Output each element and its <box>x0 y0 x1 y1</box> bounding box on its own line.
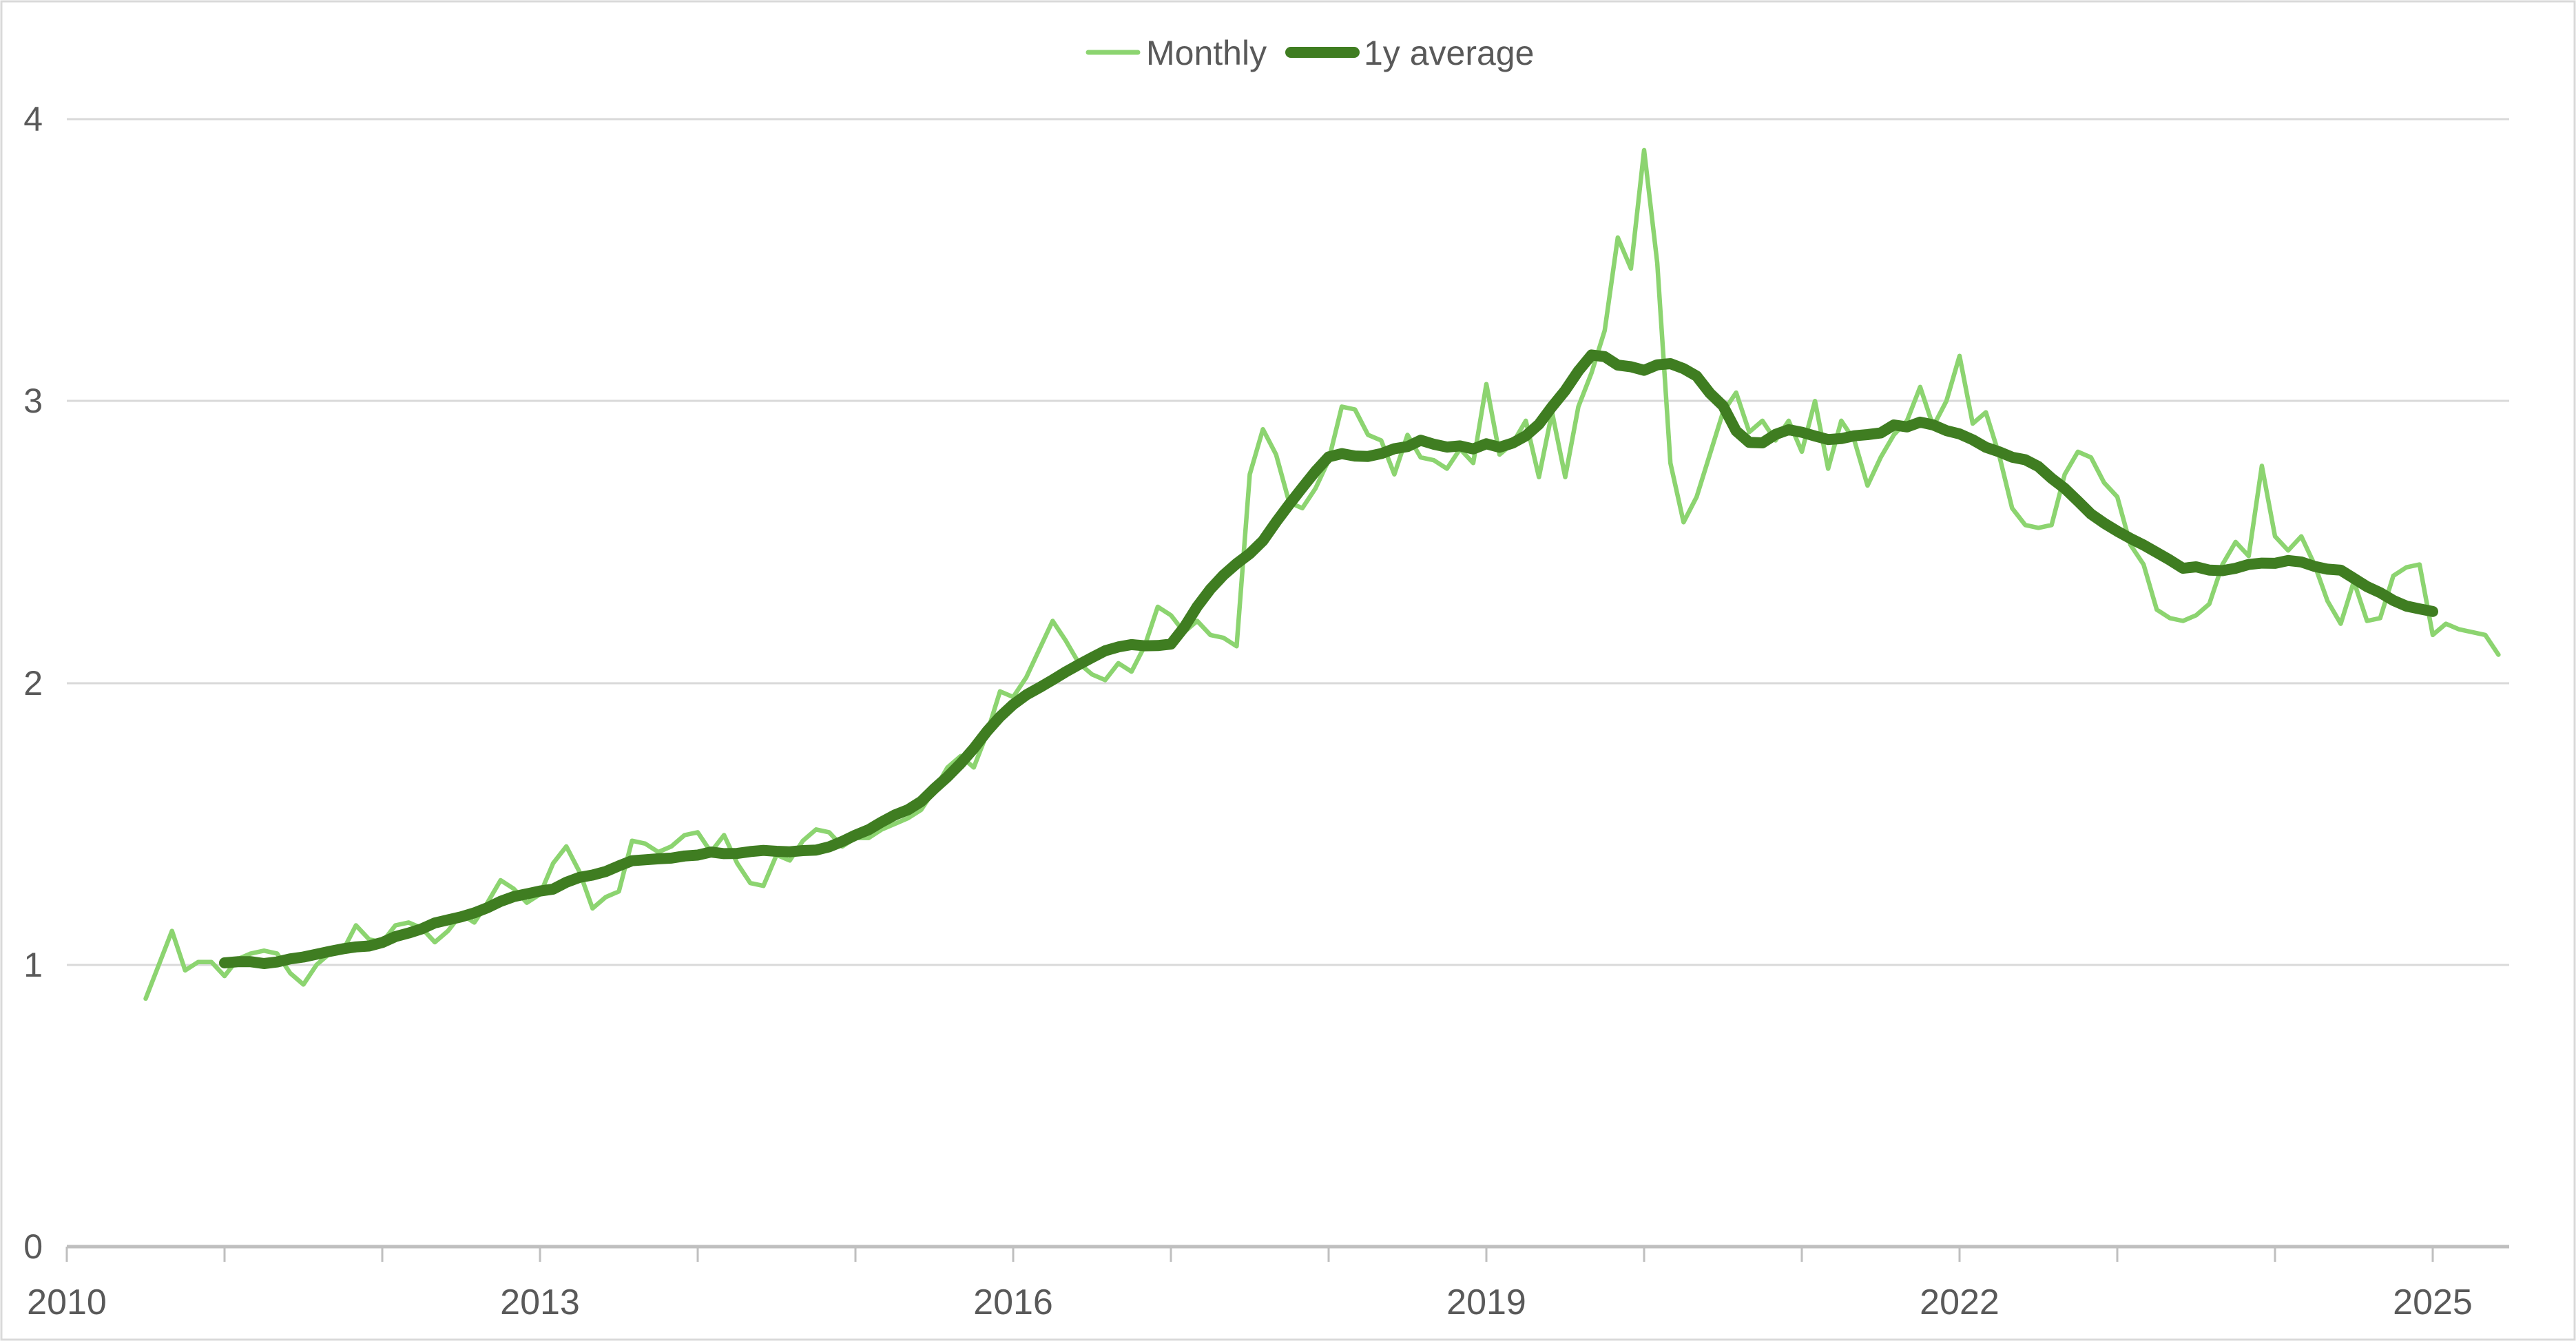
x-axis-ticks <box>65 1247 2434 1262</box>
x-axis-labels: 2010 2013 2016 2019 2022 2025 <box>27 1282 2473 1322</box>
legend-monthly-label: Monthly <box>1146 34 1267 72</box>
legend-average-label: 1y average <box>1364 34 1534 72</box>
gridlines <box>67 118 2509 966</box>
legend: Monthly 1y average <box>1086 34 1534 72</box>
y-tick-label-2: 2 <box>23 664 43 703</box>
x-tick-label-2013: 2013 <box>500 1282 580 1322</box>
y-tick-label-1: 1 <box>23 946 43 984</box>
y-tick-label-3: 3 <box>23 382 43 420</box>
y-tick-label-4: 4 <box>23 100 43 138</box>
y-tick-label-0: 0 <box>23 1227 43 1266</box>
x-tick-label-2016: 2016 <box>973 1282 1053 1322</box>
average-line <box>219 349 2438 969</box>
x-tick-label-2019: 2019 <box>1446 1282 1526 1322</box>
y-axis-labels: 0 1 2 3 4 <box>23 100 43 1266</box>
x-tick-label-2022: 2022 <box>1920 1282 1999 1322</box>
x-tick-label-2010: 2010 <box>27 1282 107 1322</box>
x-tick-label-2025: 2025 <box>2393 1282 2473 1322</box>
